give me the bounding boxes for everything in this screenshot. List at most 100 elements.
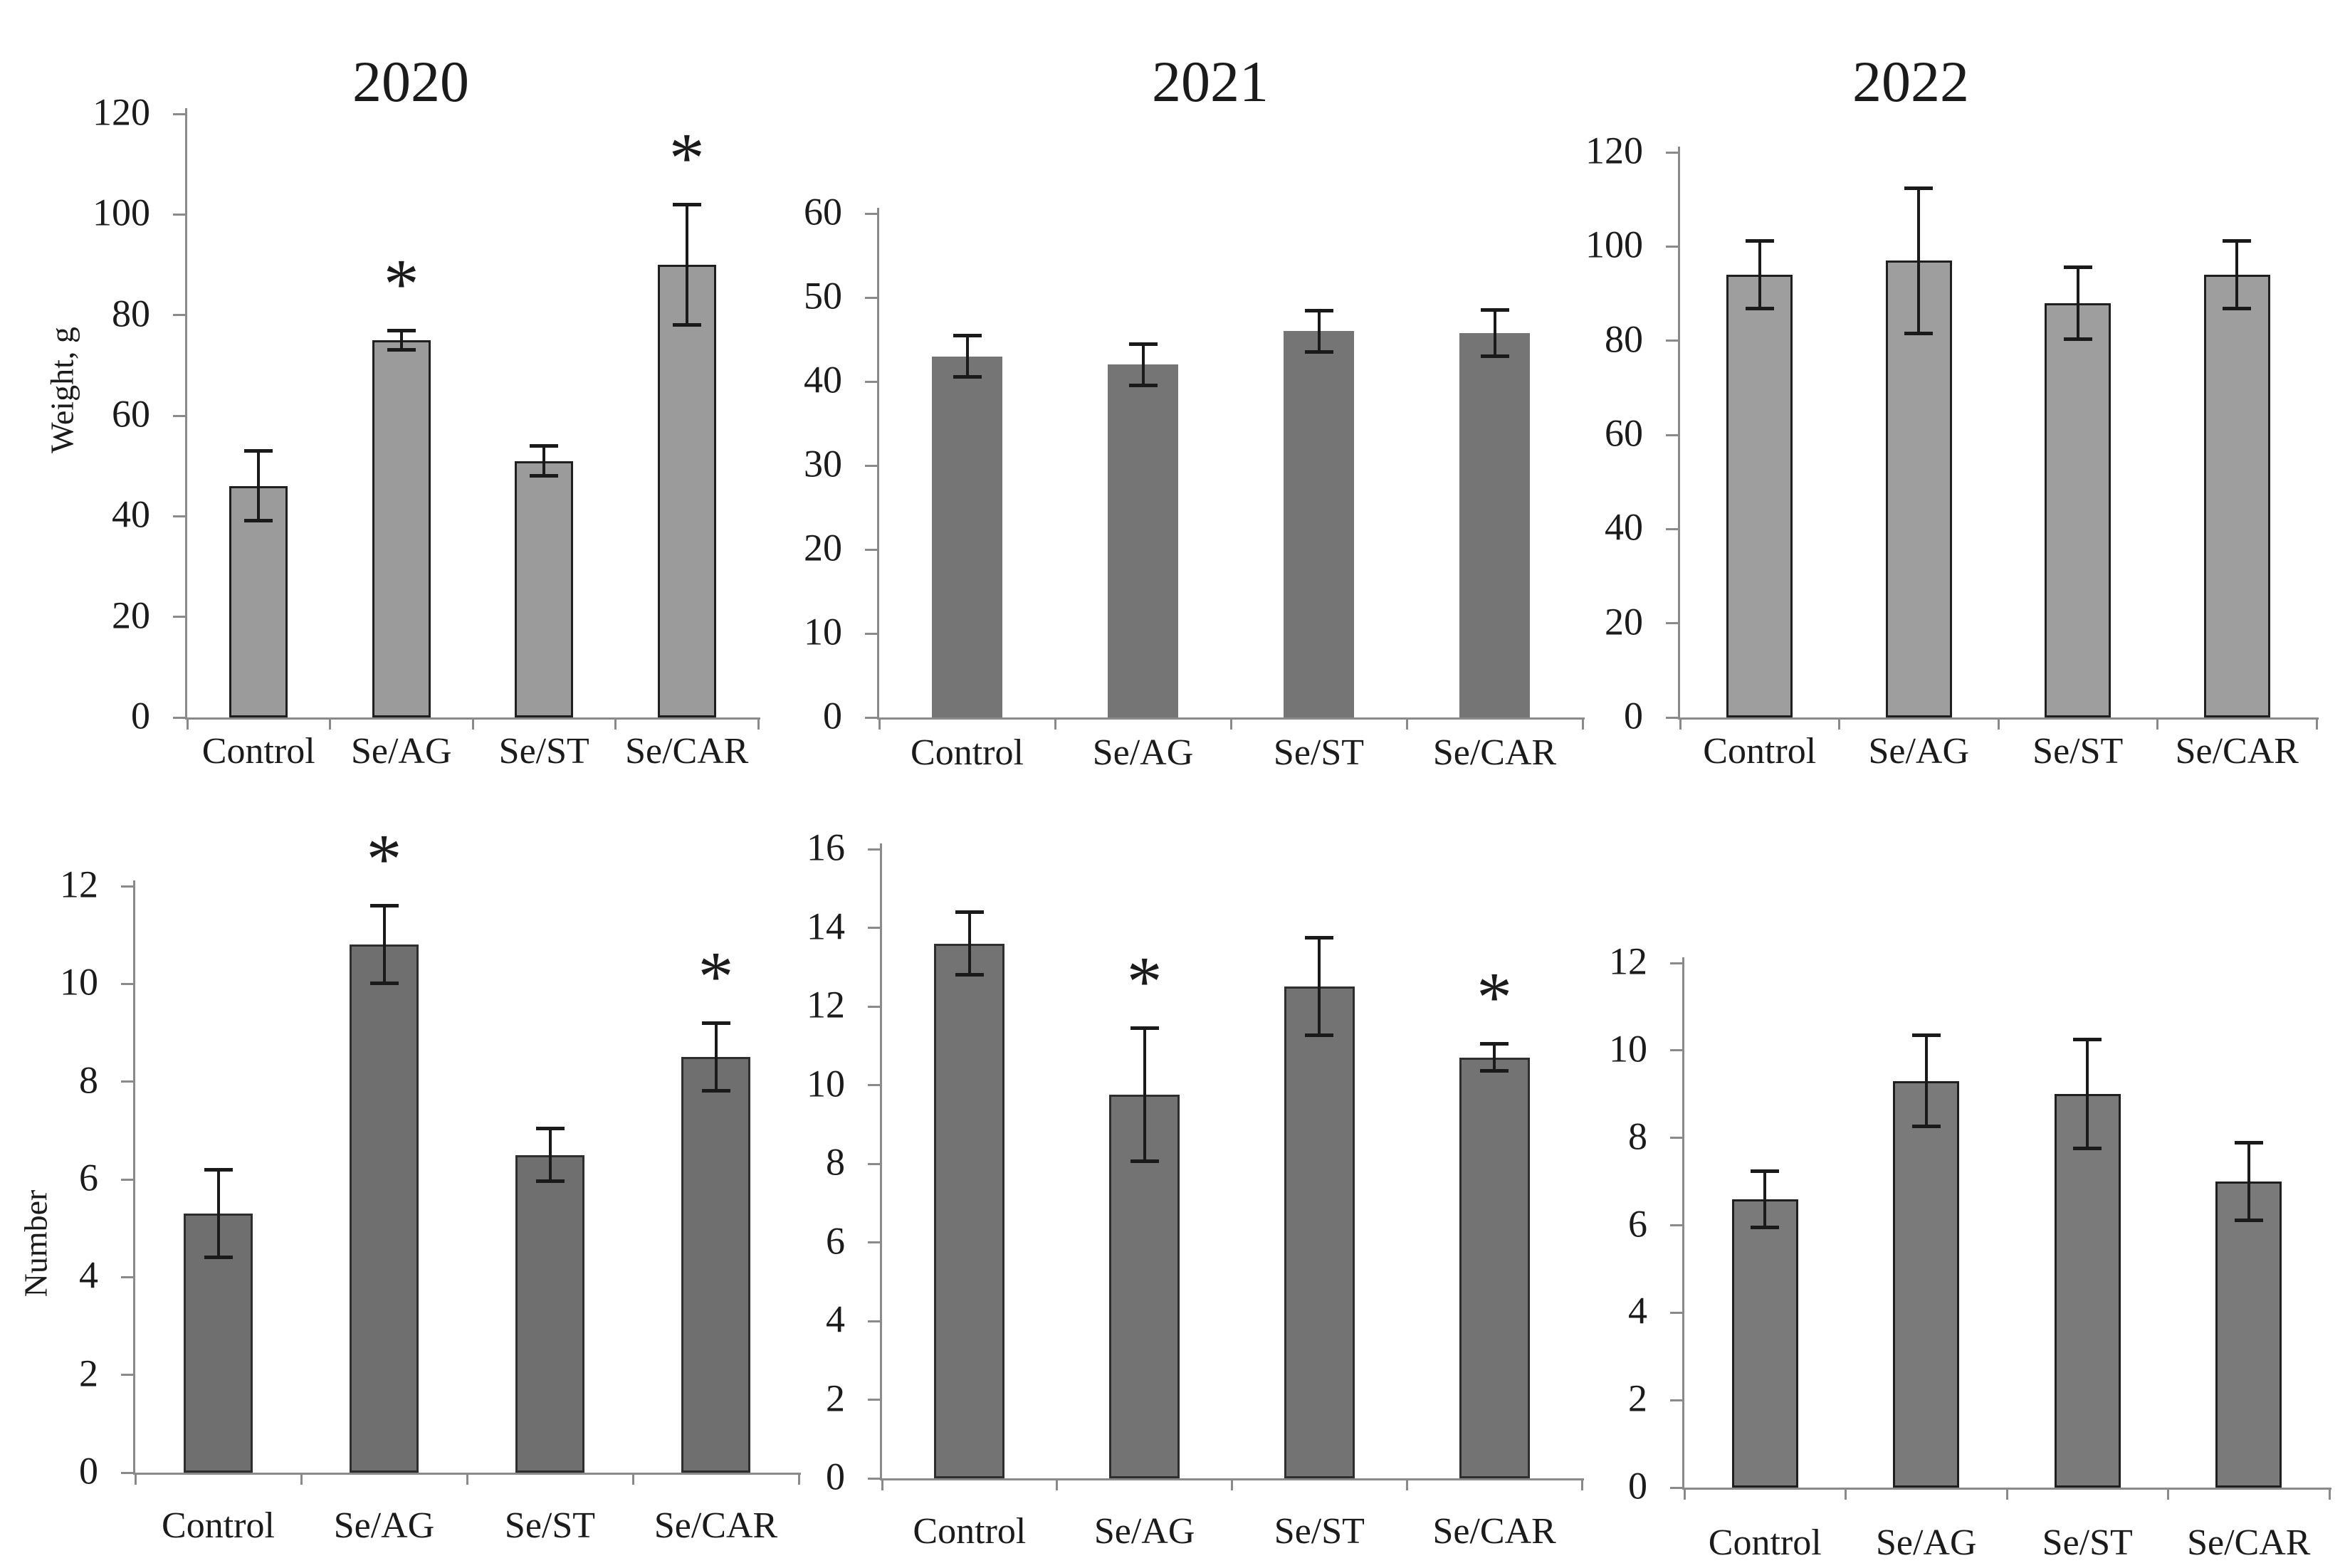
y-tick [121, 982, 133, 985]
error-bar-cap-bottom [204, 1255, 233, 1259]
x-category-label: Se/ST [2032, 731, 2124, 772]
y-tick [865, 716, 877, 719]
x-category-label: Se/CAR [625, 731, 749, 772]
error-bar [1493, 1043, 1496, 1072]
x-category-label: Se/ST [498, 731, 589, 772]
y-tick-label: 0 [826, 1455, 845, 1498]
y-tick [865, 296, 877, 299]
y-tick [121, 1080, 133, 1083]
error-bar-cap-top [387, 328, 416, 332]
chart-2020-number: Number 0 2 4 6 8 10 12 Control * Se/AG Se/ST * Se/CA… [0, 783, 801, 1568]
y-tick-label: 10 [1609, 1027, 1647, 1070]
x-tick [2005, 1488, 2008, 1500]
x-category-label: Se/ST [504, 1505, 596, 1546]
y-tick-label: 40 [112, 493, 150, 536]
y-tick [173, 314, 185, 317]
y-tick [865, 632, 877, 635]
x-category-label: Control [913, 1511, 1027, 1552]
y-axis-title: Weight, g [43, 327, 80, 453]
error-bar-cap-top [1128, 342, 1158, 346]
y-tick [121, 885, 133, 888]
error-bar [542, 446, 546, 476]
y-tick-label: 6 [79, 1156, 98, 1199]
x-category-label: Se/CAR [1432, 732, 1557, 773]
error-bar-cap-top [1305, 936, 1334, 940]
error-bar-cap-top [1304, 308, 1333, 312]
y-tick [173, 515, 185, 517]
x-tick [757, 717, 760, 730]
bar-control [1731, 1199, 1798, 1488]
bar-se-st [2054, 1094, 2121, 1488]
y-tick-label: 10 [60, 960, 98, 1004]
x-category-label: Se/AG [1868, 731, 1970, 772]
x-category-label: Se/AG [1093, 1511, 1195, 1552]
x-tick [2315, 717, 2318, 730]
error-bar [257, 451, 261, 522]
x-tick [1405, 717, 1408, 730]
error-bar [2235, 241, 2239, 309]
x-category-label: Se/CAR [2187, 1522, 2311, 1563]
x-tick [466, 1473, 468, 1485]
y-tick-label: 100 [93, 191, 150, 234]
x-tick [300, 1473, 303, 1485]
y-tick [1670, 962, 1682, 964]
y-tick [173, 414, 185, 417]
y-tick-label: 14 [807, 904, 845, 947]
error-bar-cap-top [1130, 1026, 1159, 1031]
x-tick [881, 1478, 883, 1490]
significance-asterisk: * [366, 819, 402, 899]
y-tick-label: 0 [79, 1449, 98, 1493]
y-tick-label: 40 [804, 358, 842, 401]
y-tick [1666, 527, 1678, 530]
error-bar-cap-top [204, 1168, 233, 1172]
x-tick [614, 717, 617, 730]
error-bar-cap-bottom [1911, 1125, 1941, 1129]
y-tick-label: 0 [823, 694, 842, 737]
error-bar [967, 912, 971, 975]
chart-2020-weight: 2020 Weight, g 0 20 40 60 80 100 120 Control * Se… [0, 0, 782, 785]
error-bar-cap-top [955, 910, 984, 915]
error-bar-cap-bottom [2063, 337, 2092, 341]
y-tick [173, 112, 185, 115]
y-tick [868, 927, 880, 929]
plot-area: 0 2 4 6 8 10 12 14 16 Control * Se/AG Se/ST * Se/CAR [807, 828, 1584, 1552]
x-category-label: Se/AG [1875, 1522, 1977, 1563]
y-tick [1670, 1399, 1682, 1401]
y-axis [133, 880, 135, 1475]
error-bar-cap-bottom [369, 982, 399, 986]
y-tick-label: 20 [804, 526, 842, 569]
x-category-label: Control [911, 732, 1024, 773]
y-tick [1670, 1224, 1682, 1226]
error-bar [1143, 1028, 1146, 1162]
y-tick [1666, 340, 1678, 342]
error-bar-cap-bottom [672, 322, 701, 327]
y-tick [1670, 1049, 1682, 1052]
y-tick-label: 2 [79, 1351, 98, 1394]
y-tick-label: 6 [1628, 1201, 1647, 1245]
x-category-label: Se/ST [1273, 732, 1365, 773]
y-tick [868, 1399, 880, 1401]
y-tick [868, 1320, 880, 1322]
y-tick-label: 120 [93, 90, 150, 134]
y-axis [185, 108, 187, 720]
y-tick-label: 0 [131, 694, 150, 737]
x-tick [1997, 717, 2000, 730]
bar-se-car [2203, 275, 2270, 717]
bar-se-car [1459, 1057, 1530, 1478]
y-tick [1666, 151, 1678, 154]
bar-se-st [515, 1154, 584, 1473]
y-tick [865, 380, 877, 383]
error-bar-cap-top [535, 1126, 565, 1130]
plot-area: 0 10 20 30 40 50 60 Control Se/AG Se/ST Se/CAR [804, 192, 1585, 773]
bar-se-st [1284, 986, 1355, 1478]
significance-asterisk: * [383, 243, 419, 323]
error-bar-cap-bottom [955, 972, 984, 977]
error-bar-cap-top [701, 1021, 730, 1026]
x-category-label: Control [1708, 1522, 1822, 1563]
x-tick [186, 717, 189, 730]
y-tick-label: 8 [79, 1058, 98, 1101]
error-bar-cap-top [1904, 186, 1934, 190]
error-bar [1917, 187, 1921, 334]
y-axis [877, 208, 879, 720]
x-tick [1054, 717, 1056, 730]
